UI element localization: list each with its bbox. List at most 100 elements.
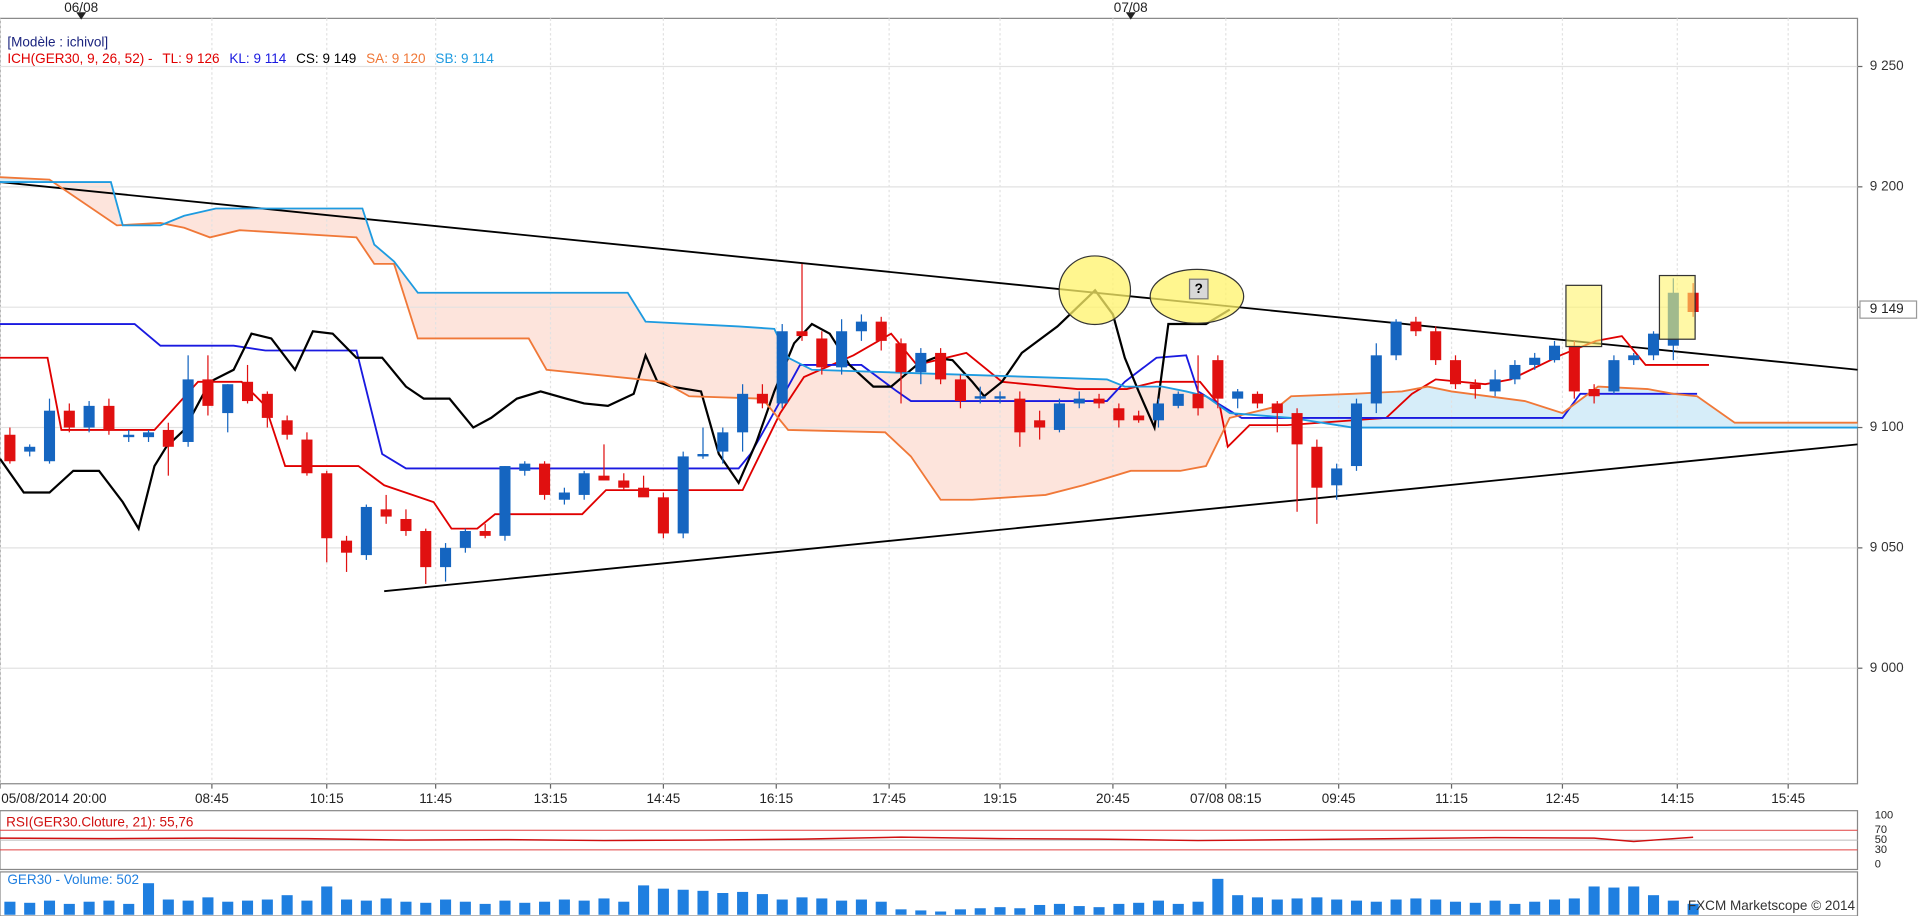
candle-body (638, 487, 650, 498)
x-tick-label: 13:15 (534, 791, 568, 806)
indicator-legend: ICH(GER30, 9, 26, 52) - TL: 9 126 KL: 9 11… (7, 50, 494, 65)
x-tick-label: 17:45 (872, 791, 906, 806)
y-tick-label: 9 250 (1870, 58, 1904, 73)
candle-body (162, 429, 174, 447)
x-tick-label: 05/08/2014 20:00 (1, 791, 106, 806)
y-tick-label: 9 100 (1870, 419, 1904, 434)
volume-bar (776, 899, 788, 915)
rsi-tick-label: 30 (1875, 844, 1887, 856)
candle-body (123, 434, 135, 438)
candle-body (63, 410, 75, 428)
candle-body (281, 420, 293, 435)
candle-body (1608, 360, 1620, 392)
indicator-label: ICH(GER30, 9, 26, 52) - (7, 50, 152, 65)
volume-bar (539, 901, 551, 915)
candle-body (578, 473, 590, 495)
candle-body (1212, 360, 1224, 399)
date-marker (76, 12, 87, 20)
volume-bar (1093, 907, 1105, 915)
x-tick-label: 12:45 (1545, 791, 1579, 806)
candles (4, 263, 1699, 584)
candle-body (657, 497, 669, 534)
candle-body (103, 405, 115, 430)
candle-body (1469, 384, 1481, 390)
volume-bar (816, 898, 828, 915)
volume-bar (1410, 898, 1422, 915)
rsi-tick-label: 70 (1875, 824, 1887, 836)
legend-entry: TL: 9 126 (162, 50, 219, 65)
candle-body (1449, 360, 1462, 385)
candle-body (1014, 398, 1026, 433)
volume-bar (1073, 906, 1085, 915)
volume-bar (1014, 908, 1026, 915)
last-price-box (1859, 300, 1918, 319)
candle-body (1192, 393, 1204, 409)
candle-body (1568, 345, 1580, 392)
candle-body (539, 463, 551, 495)
volume-bar (974, 908, 986, 915)
volume-bar (202, 897, 214, 915)
candle-body (717, 432, 729, 452)
volume-bar (1449, 901, 1462, 915)
candle-body (915, 352, 927, 373)
volume-bar (1647, 895, 1660, 915)
candle-body (1251, 393, 1264, 404)
date-marker-label: 07/08 (1114, 0, 1148, 15)
legend-entry: CS: 9 149 (296, 50, 356, 65)
volume-bar (1291, 898, 1303, 915)
candle-body (1588, 389, 1600, 397)
candle-body (1152, 403, 1164, 421)
volume-bar (836, 900, 848, 915)
x-tick-label: 14:15 (1660, 791, 1694, 806)
candle-body (875, 321, 887, 341)
rsi-tick-label: 0 (1875, 859, 1881, 871)
x-tick-label: 19:15 (983, 791, 1017, 806)
volume-bar (281, 895, 293, 915)
volume-bar (4, 901, 16, 915)
rsi-tick-label: 100 (1875, 810, 1893, 822)
candle-body (1073, 398, 1085, 404)
x-tick-label: 10:15 (310, 791, 344, 806)
volume-bar (657, 888, 669, 915)
volume-bar (954, 909, 966, 915)
volume-bar (63, 903, 75, 915)
candle-body (895, 343, 907, 373)
legend-entry: SB: 9 114 (435, 50, 494, 65)
volume-title: GER30 - Volume: 502 (7, 872, 139, 887)
volume-bar (1113, 903, 1125, 915)
volume-bar (1667, 900, 1679, 915)
x-tick-label: 07/08 08:15 (1190, 791, 1261, 806)
volume-bar (717, 893, 729, 915)
highlight-box (1658, 274, 1696, 340)
candle-body (241, 381, 254, 402)
candle-body (142, 432, 155, 438)
highlight-box (1565, 284, 1603, 348)
candle-body (1271, 403, 1283, 414)
candle-body (261, 393, 273, 418)
candle-body (4, 434, 16, 462)
candle-body (776, 331, 788, 404)
volume-bar (1588, 886, 1600, 915)
candle-body (1370, 355, 1382, 404)
volume-bar (380, 898, 392, 915)
volume-bar (737, 891, 749, 915)
volume-bar (1251, 897, 1264, 915)
volume-bar (420, 902, 432, 915)
candle-body (974, 396, 986, 399)
candle-body (598, 475, 610, 481)
candle-body (24, 446, 36, 452)
candle-body (301, 439, 313, 474)
volume-bar (1548, 899, 1561, 915)
volume-bar (677, 889, 689, 915)
y-tick-label: 9 050 (1870, 539, 1904, 554)
volume-bar (875, 901, 887, 915)
candle-body (1311, 446, 1323, 488)
candle-body (321, 473, 333, 539)
candle-body (677, 456, 689, 534)
candle-body (1647, 333, 1660, 356)
footer: FXCM Marketscope © 2014 (1688, 898, 1856, 913)
candle-body (1093, 398, 1105, 404)
candle-body (1053, 403, 1065, 430)
sub-panels (0, 829, 1858, 915)
volume-bar (241, 900, 254, 915)
